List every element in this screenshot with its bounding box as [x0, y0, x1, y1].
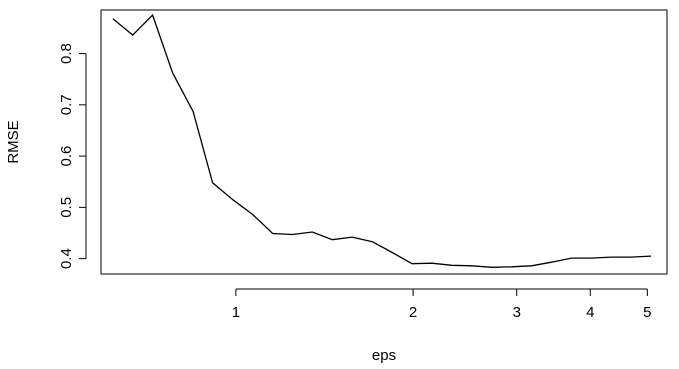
- y-axis: 0.4 0.5 0.6 0.7 0.8: [58, 43, 87, 269]
- y-tick-label: 0.5: [58, 197, 75, 218]
- plot-frame: [100, 9, 668, 275]
- rmse-series-line: [112, 13, 652, 268]
- plot-area: [100, 9, 668, 275]
- x-tick-label: 2: [409, 304, 417, 321]
- x-tick-label: 5: [643, 304, 651, 321]
- x-axis: 1 2 3 4 5: [232, 288, 651, 321]
- y-tick-label: 0.8: [58, 43, 75, 64]
- y-tick-label: 0.7: [58, 94, 75, 115]
- x-axis-title: eps: [372, 347, 396, 364]
- x-tick-label: 4: [586, 304, 594, 321]
- x-tick-label: 3: [513, 304, 521, 321]
- y-tick-label: 0.6: [58, 146, 75, 167]
- y-axis-title: RMSE: [5, 120, 22, 163]
- y-tick-label: 0.4: [58, 248, 75, 269]
- x-tick-label: 1: [232, 304, 240, 321]
